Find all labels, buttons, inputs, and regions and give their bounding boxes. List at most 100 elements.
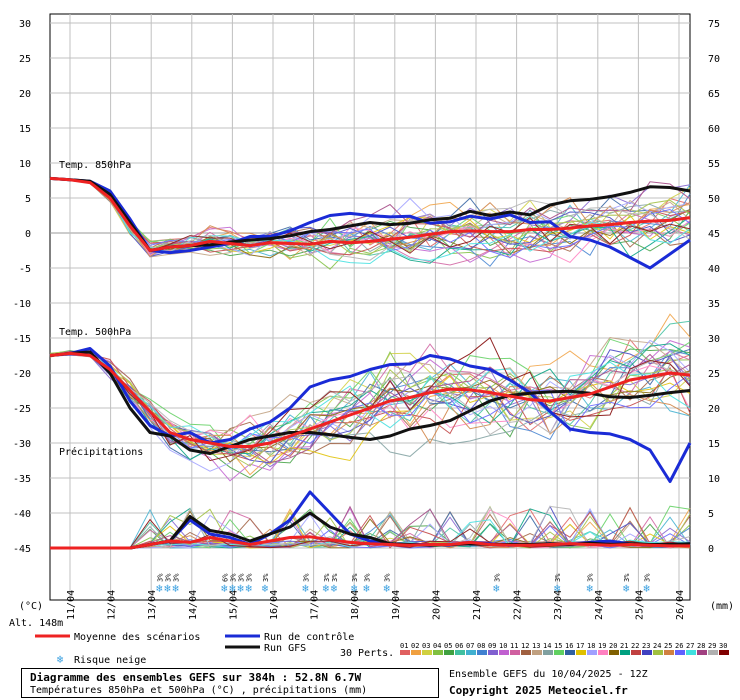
x-tick-label: 11/04: [66, 590, 77, 620]
x-tick-label: 17/04: [310, 590, 321, 620]
x-tick-label: 20/04: [431, 590, 442, 620]
series-t500-line: [49, 347, 692, 483]
legend-member-number: 02: [411, 642, 419, 650]
chart-title: Diagramme des ensembles GEFS sur 384h : …: [30, 671, 362, 684]
snow-risk-percent: 3%: [246, 573, 254, 582]
panel-label-t500: Temp. 500hPa: [59, 327, 131, 338]
snow-risk-percent: 3%: [173, 573, 181, 582]
snow-icon: ❄: [383, 582, 390, 595]
snow-risk-percent: 3%: [331, 573, 339, 582]
legend-member-number: 22: [631, 642, 639, 650]
snow-risk-percent: 3%: [351, 573, 359, 582]
legend-member-swatch: [400, 650, 410, 655]
legend-member-number: 09: [488, 642, 496, 650]
snow-icon: ❄: [237, 582, 244, 595]
legend-member-swatch: [532, 650, 542, 655]
member-t500-line: [49, 350, 691, 464]
legend-member-swatch: [466, 650, 476, 655]
legend-member-number: 26: [675, 642, 683, 650]
legend-gfs-label: Run GFS: [264, 643, 306, 654]
snow-icon: ❄: [229, 582, 236, 595]
legend-member-number: 07: [466, 642, 474, 650]
legend-member-swatch: [642, 650, 652, 655]
member-t500-line: [49, 352, 691, 448]
x-tick-label: 13/04: [147, 590, 158, 620]
title-box: Diagramme des ensembles GEFS sur 384h : …: [21, 668, 439, 698]
legend-member-number: 16: [565, 642, 573, 650]
left-tick-label: -15: [13, 334, 31, 345]
legend-member-number: 03: [422, 642, 430, 650]
legend-member-swatch: [565, 650, 575, 655]
right-axis-unit: (mm): [710, 601, 734, 612]
legend-member-number: 08: [477, 642, 485, 650]
right-tick-label: 45: [708, 229, 720, 240]
left-tick-label: -20: [13, 369, 31, 380]
snow-icon: ❄: [156, 582, 163, 595]
legend-member-number: 27: [686, 642, 694, 650]
legend-member-number: 13: [532, 642, 540, 650]
legend-mean-label: Moyenne des scénarios: [74, 631, 200, 643]
member-t850-line: [49, 178, 691, 257]
right-tick-label: 20: [708, 404, 720, 415]
legend-member-swatch: [543, 650, 553, 655]
snow-icon: ❄: [302, 582, 309, 595]
series-t500-line: [49, 350, 691, 455]
grid: [50, 14, 690, 600]
legend-member-swatch: [477, 650, 487, 655]
legend-member-swatch: [587, 650, 597, 655]
right-tick-label: 55: [708, 159, 720, 170]
legend-member-number: 30: [719, 642, 727, 650]
left-tick-label: 15: [19, 124, 31, 135]
snow-risk-percent: 3%: [384, 573, 392, 582]
legend-member-number: 17: [576, 642, 584, 650]
legend-member-swatch: [576, 650, 586, 655]
x-tick-label: 12/04: [107, 590, 118, 620]
legend-member-number: 28: [697, 642, 705, 650]
x-tick-label: 21/04: [472, 590, 483, 620]
legend-snow-icon: ❄: [57, 653, 64, 666]
member-t850-line: [49, 178, 691, 258]
snow-risk-percent: 3%: [623, 573, 631, 582]
series-t850-line: [49, 176, 691, 252]
legend-member-swatch: [422, 650, 432, 655]
legend-member-swatch: [488, 650, 498, 655]
left-tick-label: 30: [19, 19, 31, 30]
x-tick-label: 24/04: [594, 590, 605, 620]
left-tick-label: -40: [13, 509, 31, 520]
legend-member-swatch: [631, 650, 641, 655]
legend-member-swatch: [598, 650, 608, 655]
legend-member-number: 06: [455, 642, 463, 650]
legend-member-number: 10: [499, 642, 507, 650]
legend-perts-label: 30 Perts.: [340, 648, 394, 659]
legend-member-swatch: [499, 650, 509, 655]
x-tick-label: 22/04: [513, 590, 524, 620]
legend-member-number: 01: [400, 642, 408, 650]
snow-risk-percent: 3%: [644, 573, 652, 582]
panel-label-t850: Temp. 850hPa: [59, 160, 131, 171]
x-tick-label: 15/04: [228, 590, 239, 620]
left-tick-label: 5: [25, 194, 31, 205]
legend-member-number: 04: [433, 642, 441, 650]
left-tick-label: 0: [25, 229, 31, 240]
plot-area: [49, 13, 691, 601]
legend-member-swatch: [521, 650, 531, 655]
legend-member-swatch: [455, 650, 465, 655]
chart-subtitle: Températures 850hPa et 500hPa (°C) , pré…: [30, 685, 368, 696]
legend-member-swatch: [620, 650, 630, 655]
series-mean: [49, 176, 691, 550]
legend-control-label: Run de contrôle: [264, 631, 354, 643]
right-tick-label: 65: [708, 89, 720, 100]
left-tick-label: 20: [19, 89, 31, 100]
legend-member-number: 12: [521, 642, 529, 650]
right-tick-label: 15: [708, 439, 720, 450]
snow-risk-percent: 3%: [229, 573, 237, 582]
series-t850-line: [49, 176, 691, 270]
snow-icon: ❄: [262, 582, 269, 595]
snow-risk-percent: 3%: [323, 573, 331, 582]
legend-snow-label: Risque neige: [74, 655, 146, 666]
member-t500-line: [49, 352, 691, 455]
legend-member-number: 11: [510, 642, 518, 650]
snow-risk-markers: 3%❄3%❄3%❄6%❄3%❄3%❄3%❄3%❄3%❄3%❄3%❄3%❄3%❄3…: [156, 573, 652, 595]
left-tick-label: -5: [19, 264, 31, 275]
snow-risk-percent: 3%: [363, 573, 371, 582]
